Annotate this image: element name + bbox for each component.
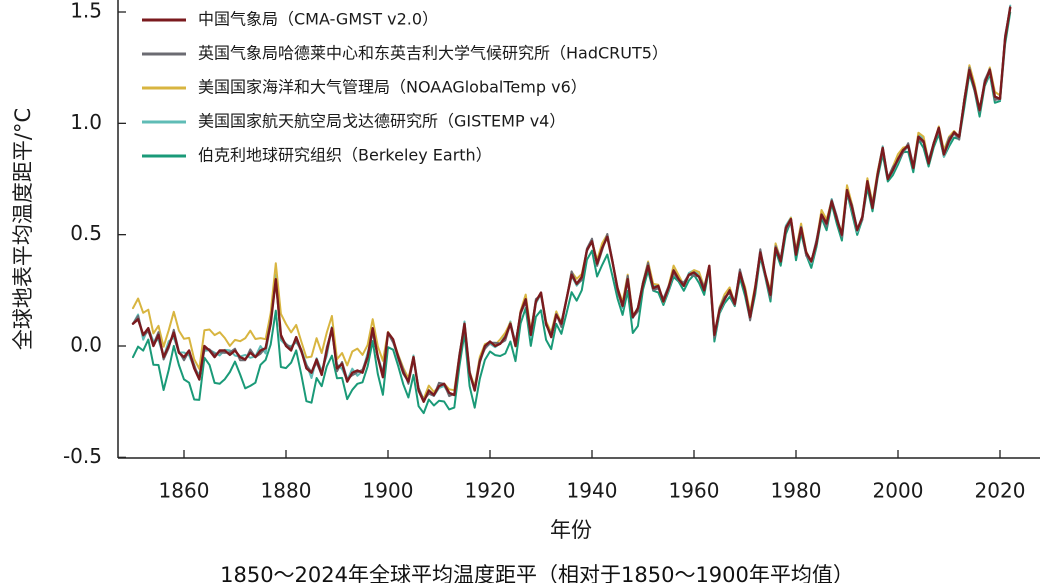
x-tick-label: 1860 xyxy=(159,479,210,503)
series-lines xyxy=(131,4,1012,415)
plot-frame xyxy=(117,0,1040,459)
legend-label: 美国国家海洋和大气管理局（NOAAGlobalTemp v6） xyxy=(198,78,587,97)
y-axis-label: 全球地表平均温度距平/°C xyxy=(11,108,35,350)
x-tick-label: 1880 xyxy=(261,479,312,503)
x-axis-label: 年份 xyxy=(550,518,592,542)
y-tick-label: 0.5 xyxy=(70,221,102,245)
x-tick-label: 1980 xyxy=(771,479,822,503)
legend: 中国气象局（CMA-GMST v2.0） 英国气象局哈德莱中心和东英吉利大学气候研… xyxy=(142,10,668,165)
x-tick-label: 1920 xyxy=(465,479,516,503)
x-tick-label: 1940 xyxy=(567,479,618,503)
x-tick-label: 1960 xyxy=(669,479,720,503)
series-line xyxy=(132,6,1012,400)
y-tick-label: 0.0 xyxy=(70,333,102,357)
x-tick-label: 2020 xyxy=(975,479,1026,503)
x-ticks: 1860 1880 1900 1920 1940 1960 1980 2000 2020 xyxy=(159,450,1026,503)
legend-label: 中国气象局（CMA-GMST v2.0） xyxy=(198,10,438,29)
x-tick-label: 1900 xyxy=(363,479,414,503)
legend-label: 美国国家航天航空局戈达德研究所（GISTEMP v4） xyxy=(198,112,565,131)
legend-label: 伯克利地球研究组织（Berkeley Earth） xyxy=(198,146,492,165)
y-ticks: -0.5 0.0 0.5 1.0 1.5 xyxy=(63,0,126,468)
series-line xyxy=(132,4,1012,401)
x-tick-label: 2000 xyxy=(873,479,924,503)
series-line xyxy=(131,6,1012,403)
series-line xyxy=(132,7,1012,402)
y-tick-label: 1.0 xyxy=(70,110,102,134)
legend-label: 英国气象局哈德莱中心和东英吉利大学气候研究所（HadCRUT5） xyxy=(198,44,668,63)
chart-title: 1850～2024年全球平均温度距平（相对于1850～1900年平均值） xyxy=(220,563,854,583)
y-tick-label: -0.5 xyxy=(63,444,102,468)
y-tick-label: 1.5 xyxy=(70,0,102,23)
